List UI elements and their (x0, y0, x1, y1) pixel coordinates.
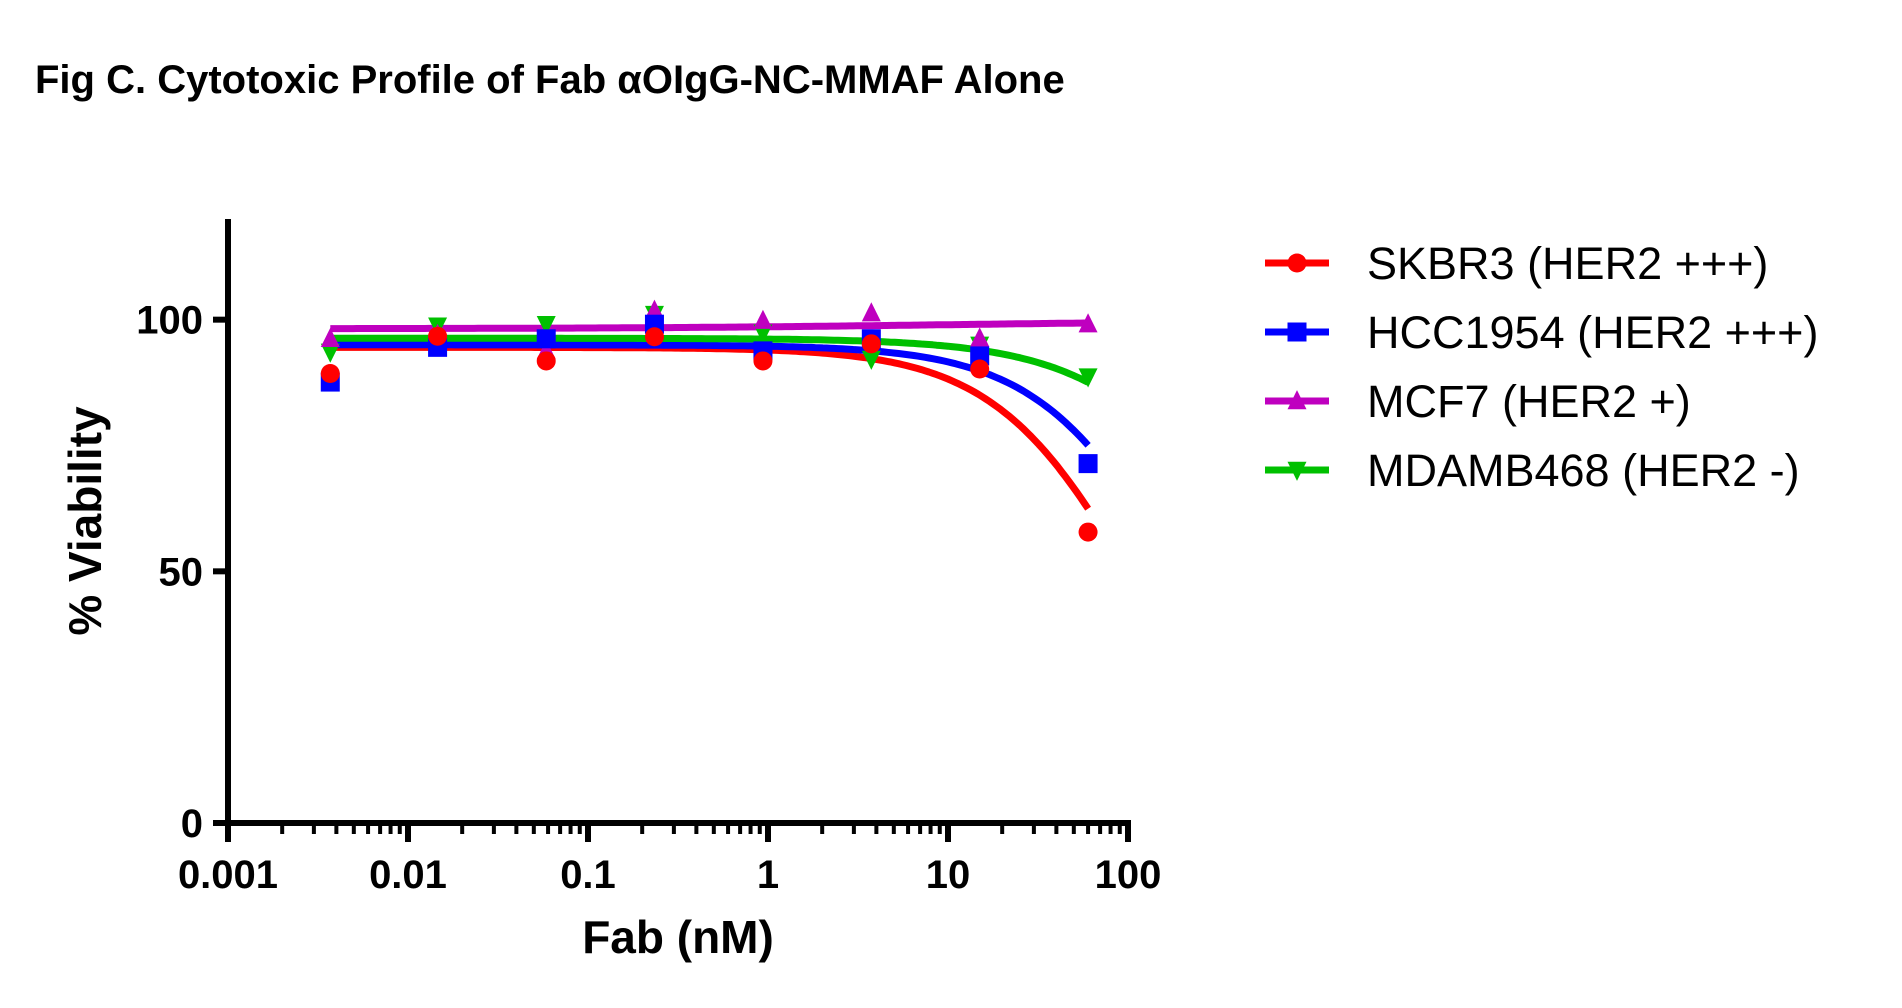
legend-marker-triangle-up-icon (1287, 390, 1307, 410)
data-point-mcf7 (753, 309, 773, 329)
x-tick-label: 0.01 (369, 853, 447, 897)
x-tick-label: 10 (926, 853, 971, 897)
data-point-skbr3 (753, 351, 773, 371)
data-point-mdamb468 (861, 350, 881, 370)
data-point-skbr3 (644, 327, 664, 347)
data-point-mcf7 (644, 299, 664, 319)
y-tick-label: 50 (159, 550, 204, 594)
legend-label: MCF7 (HER2 +) (1367, 376, 1691, 427)
chart-title: Fig C. Cytotoxic Profile of Fab αOIgG-NC… (35, 58, 1065, 102)
legend-label: MDAMB468 (HER2 -) (1367, 445, 1800, 496)
x-tick-label: 1 (757, 853, 779, 897)
x-tick-label: 0.001 (178, 853, 278, 897)
x-axis-label: Fab (nM) (582, 911, 774, 963)
data-point-mdamb468 (536, 316, 556, 336)
fit-curve-mcf7 (330, 319, 1089, 333)
y-tick-label: 100 (136, 299, 203, 343)
y-ticks: 0 50 100 (136, 299, 228, 846)
data-point-mcf7 (861, 302, 881, 322)
data-point-hcc1954 (1078, 454, 1098, 474)
fit-curve-hcc1954 (330, 341, 1091, 448)
legend-item-skbr3: SKBR3 (HER2 +++) (1265, 238, 1768, 289)
data-point-skbr3 (428, 326, 448, 346)
y-axis-label: % Viability (59, 406, 111, 636)
data-point-skbr3 (970, 359, 990, 379)
x-tick-label: 100 (1095, 853, 1162, 897)
x-tick-label: 0.1 (560, 853, 616, 897)
data-point-mdamb468 (1078, 368, 1098, 388)
legend-marker-triangle-down-icon (1287, 461, 1307, 481)
fit-curve-mdamb468 (330, 334, 1090, 386)
y-tick-label: 0 (181, 802, 203, 846)
legend-item-mdamb468: MDAMB468 (HER2 -) (1265, 445, 1800, 496)
legend-marker-square-icon (1287, 322, 1307, 342)
legend-label: SKBR3 (HER2 +++) (1367, 238, 1768, 289)
fit-curves (330, 319, 1091, 511)
data-point-mcf7 (320, 327, 340, 347)
legend: SKBR3 (HER2 +++) HCC1954 (HER2 +++) MCF7 (… (1265, 238, 1818, 496)
legend-marker-circle-icon (1287, 253, 1307, 273)
data-point-mcf7 (1078, 313, 1098, 333)
data-point-mcf7 (970, 327, 990, 347)
legend-label: HCC1954 (HER2 +++) (1367, 307, 1818, 358)
data-point-mdamb468 (320, 343, 340, 363)
data-point-mdamb468 (753, 324, 773, 344)
data-point-hcc1954 (536, 329, 556, 349)
data-point-hcc1954 (970, 346, 990, 366)
data-point-skbr3 (1078, 522, 1098, 542)
data-point-skbr3 (861, 334, 881, 354)
legend-item-hcc1954: HCC1954 (HER2 +++) (1265, 307, 1818, 358)
data-point-skbr3 (536, 351, 556, 371)
data-points (320, 299, 1098, 542)
x-ticks: 0.001 0.01 0.1 1 10 100 (178, 823, 1161, 897)
axes: 0 50 100 0.001 0.01 0.1 1 10 100 (136, 219, 1161, 897)
data-point-skbr3 (320, 364, 340, 384)
legend-item-mcf7: MCF7 (HER2 +) (1265, 376, 1691, 427)
